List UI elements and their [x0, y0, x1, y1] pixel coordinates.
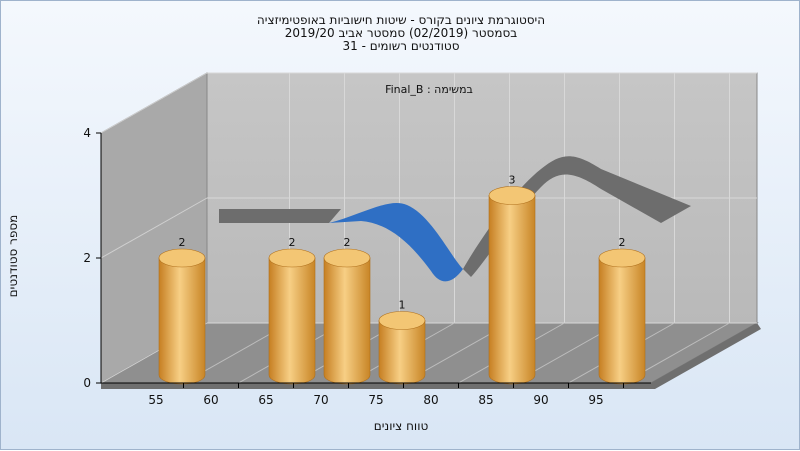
curve-highlight-segment [329, 202, 463, 282]
x-tick-label: 75 [368, 393, 383, 407]
bar-data-label: 2 [619, 236, 626, 249]
bar-body [598, 257, 646, 385]
bar-body [378, 320, 426, 385]
bar-top [268, 248, 316, 268]
x-tick-label: 90 [533, 393, 548, 407]
curve-left-segment [219, 209, 341, 223]
bar-data-label: 2 [344, 236, 351, 249]
bar: 3 [488, 174, 536, 385]
x-tick-label: 60 [203, 393, 218, 407]
bar-body [158, 257, 206, 385]
bar: 1 [378, 299, 426, 385]
grid-line-wall [100, 197, 208, 259]
x-tick-label: 80 [423, 393, 438, 407]
x-axis-label: טווח ציונים [373, 419, 429, 433]
y-tick-label: 2 [83, 251, 91, 265]
bar-data-label: 2 [179, 236, 186, 249]
y-tick-label: 0 [83, 376, 91, 390]
grid-line-wall [100, 72, 208, 134]
bar-data-label: 1 [399, 299, 406, 312]
bar-top [488, 186, 536, 205]
bar: 2 [323, 236, 371, 385]
chart-subtitle: Final_B : במשימה [385, 83, 473, 96]
chart-title: היסטוגרמת ציונים בקורס - שיטות חישוביות … [256, 13, 546, 27]
x-tick-label: 95 [588, 393, 603, 407]
bar-body [268, 257, 316, 385]
bar-data-label: 3 [509, 174, 516, 187]
bar-body [488, 195, 536, 385]
chart-students: סטודנטים רשומים - 31 [342, 39, 460, 53]
chart-semester: בסמסטר (02/2019) סמסטר אביב 2019/20 [284, 26, 518, 40]
y-tick-label: 4 [83, 126, 91, 140]
curve-right-segment [463, 156, 691, 277]
bar: 2 [598, 236, 646, 385]
x-tick-label: 65 [258, 393, 273, 407]
bar-top [598, 248, 646, 268]
x-tick-label: 70 [313, 393, 328, 407]
x-tick-label: 85 [478, 393, 493, 407]
y-axis-label: מספר סטודנטים [6, 214, 20, 298]
bar-top [378, 311, 426, 330]
x-tick-label: 55 [148, 393, 163, 407]
bar: 2 [158, 236, 206, 385]
bar-data-label: 2 [289, 236, 296, 249]
bar-body [323, 257, 371, 385]
bar: 2 [268, 236, 316, 385]
bar-top [158, 248, 206, 268]
bar-top [323, 248, 371, 268]
